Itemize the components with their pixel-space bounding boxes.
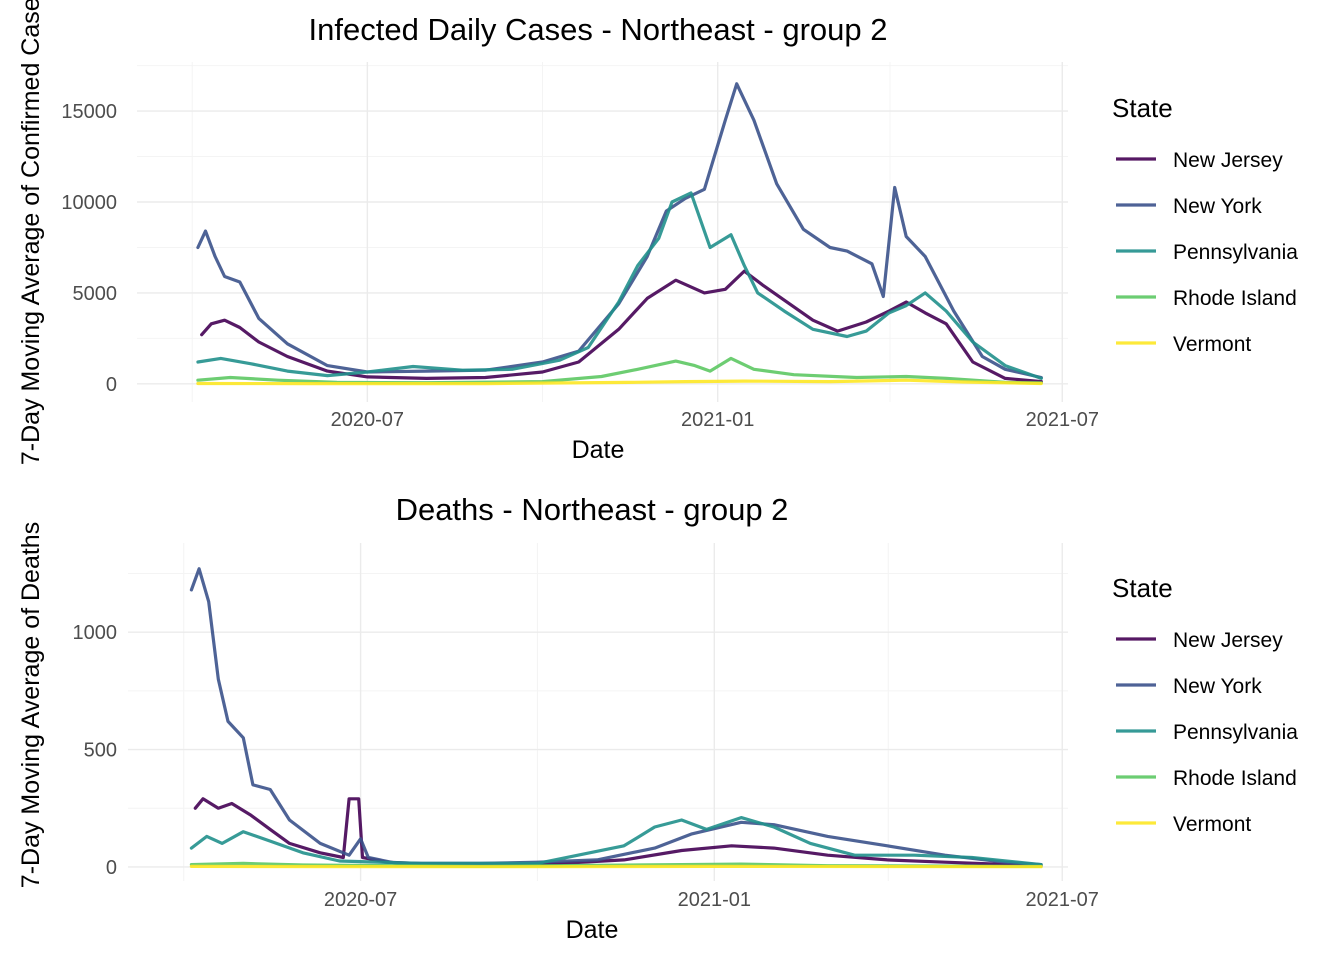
series-line-new-york (191, 569, 1041, 865)
legend-label-new-jersey: New Jersey (1173, 149, 1283, 172)
cases-y-ticks: 0 5000 10000 15000 (61, 101, 117, 396)
deaths-y-ticks: 0 500 1000 (73, 622, 118, 879)
cases-chart-title: Infected Daily Cases - Northeast - group… (309, 12, 888, 47)
deaths-lines (191, 569, 1041, 867)
legend-label-new-york: New York (1173, 675, 1262, 698)
cases-x-ticks: 2020-07 2021-01 2021-07 (331, 409, 1099, 431)
series-line-pennsylvania (198, 193, 1041, 379)
cases-legend-title: State (1112, 93, 1173, 123)
cases-legend: State New Jersey New York Pennsylvania Rhod… (1112, 93, 1298, 356)
y-tick-label: 0 (106, 374, 117, 396)
series-line-new-york (198, 84, 1041, 378)
y-tick-label: 500 (84, 740, 117, 762)
deaths-y-axis-label: 7-Day Moving Average of Deaths (17, 522, 45, 888)
deaths-x-axis-label: Date (566, 916, 619, 944)
legend-label-vermont: Vermont (1173, 813, 1251, 836)
legend-label-vermont: Vermont (1173, 333, 1251, 356)
deaths-legend-title: State (1112, 573, 1173, 603)
y-tick-label: 15000 (61, 101, 117, 123)
x-tick-label: 2021-07 (1026, 889, 1099, 911)
deaths-legend: State New Jersey New York Pennsylvania Rhod… (1112, 573, 1298, 836)
legend-label-rhode-island: Rhode Island (1173, 767, 1297, 790)
legend-label-new-jersey: New Jersey (1173, 629, 1283, 652)
legend-label-pennsylvania: Pennsylvania (1173, 241, 1298, 264)
x-tick-label: 2020-07 (331, 409, 404, 431)
deaths-panel: 2020-07 2021-01 2021-07 0 500 1000 Deaths - … (17, 492, 1298, 944)
legend-label-new-york: New York (1173, 195, 1262, 218)
cases-x-axis-label: Date (572, 436, 625, 464)
cases-panel: 2020-07 2021-01 2021-07 0 5000 10000 15000 In… (17, 0, 1298, 465)
deaths-x-ticks: 2020-07 2021-01 2021-07 (324, 889, 1099, 911)
y-tick-label: 1000 (73, 622, 118, 644)
x-tick-label: 2020-07 (324, 889, 397, 911)
x-tick-label: 2021-01 (681, 409, 754, 431)
deaths-chart-title: Deaths - Northeast - group 2 (396, 492, 789, 527)
x-tick-label: 2021-07 (1026, 409, 1099, 431)
cases-y-axis-label: 7-Day Moving Average of Confirmed Cases (17, 0, 45, 465)
y-tick-label: 0 (106, 857, 117, 879)
y-tick-label: 10000 (61, 192, 117, 214)
legend-label-rhode-island: Rhode Island (1173, 287, 1297, 310)
x-tick-label: 2021-01 (678, 889, 751, 911)
legend-label-pennsylvania: Pennsylvania (1173, 721, 1298, 744)
y-tick-label: 5000 (73, 283, 118, 305)
